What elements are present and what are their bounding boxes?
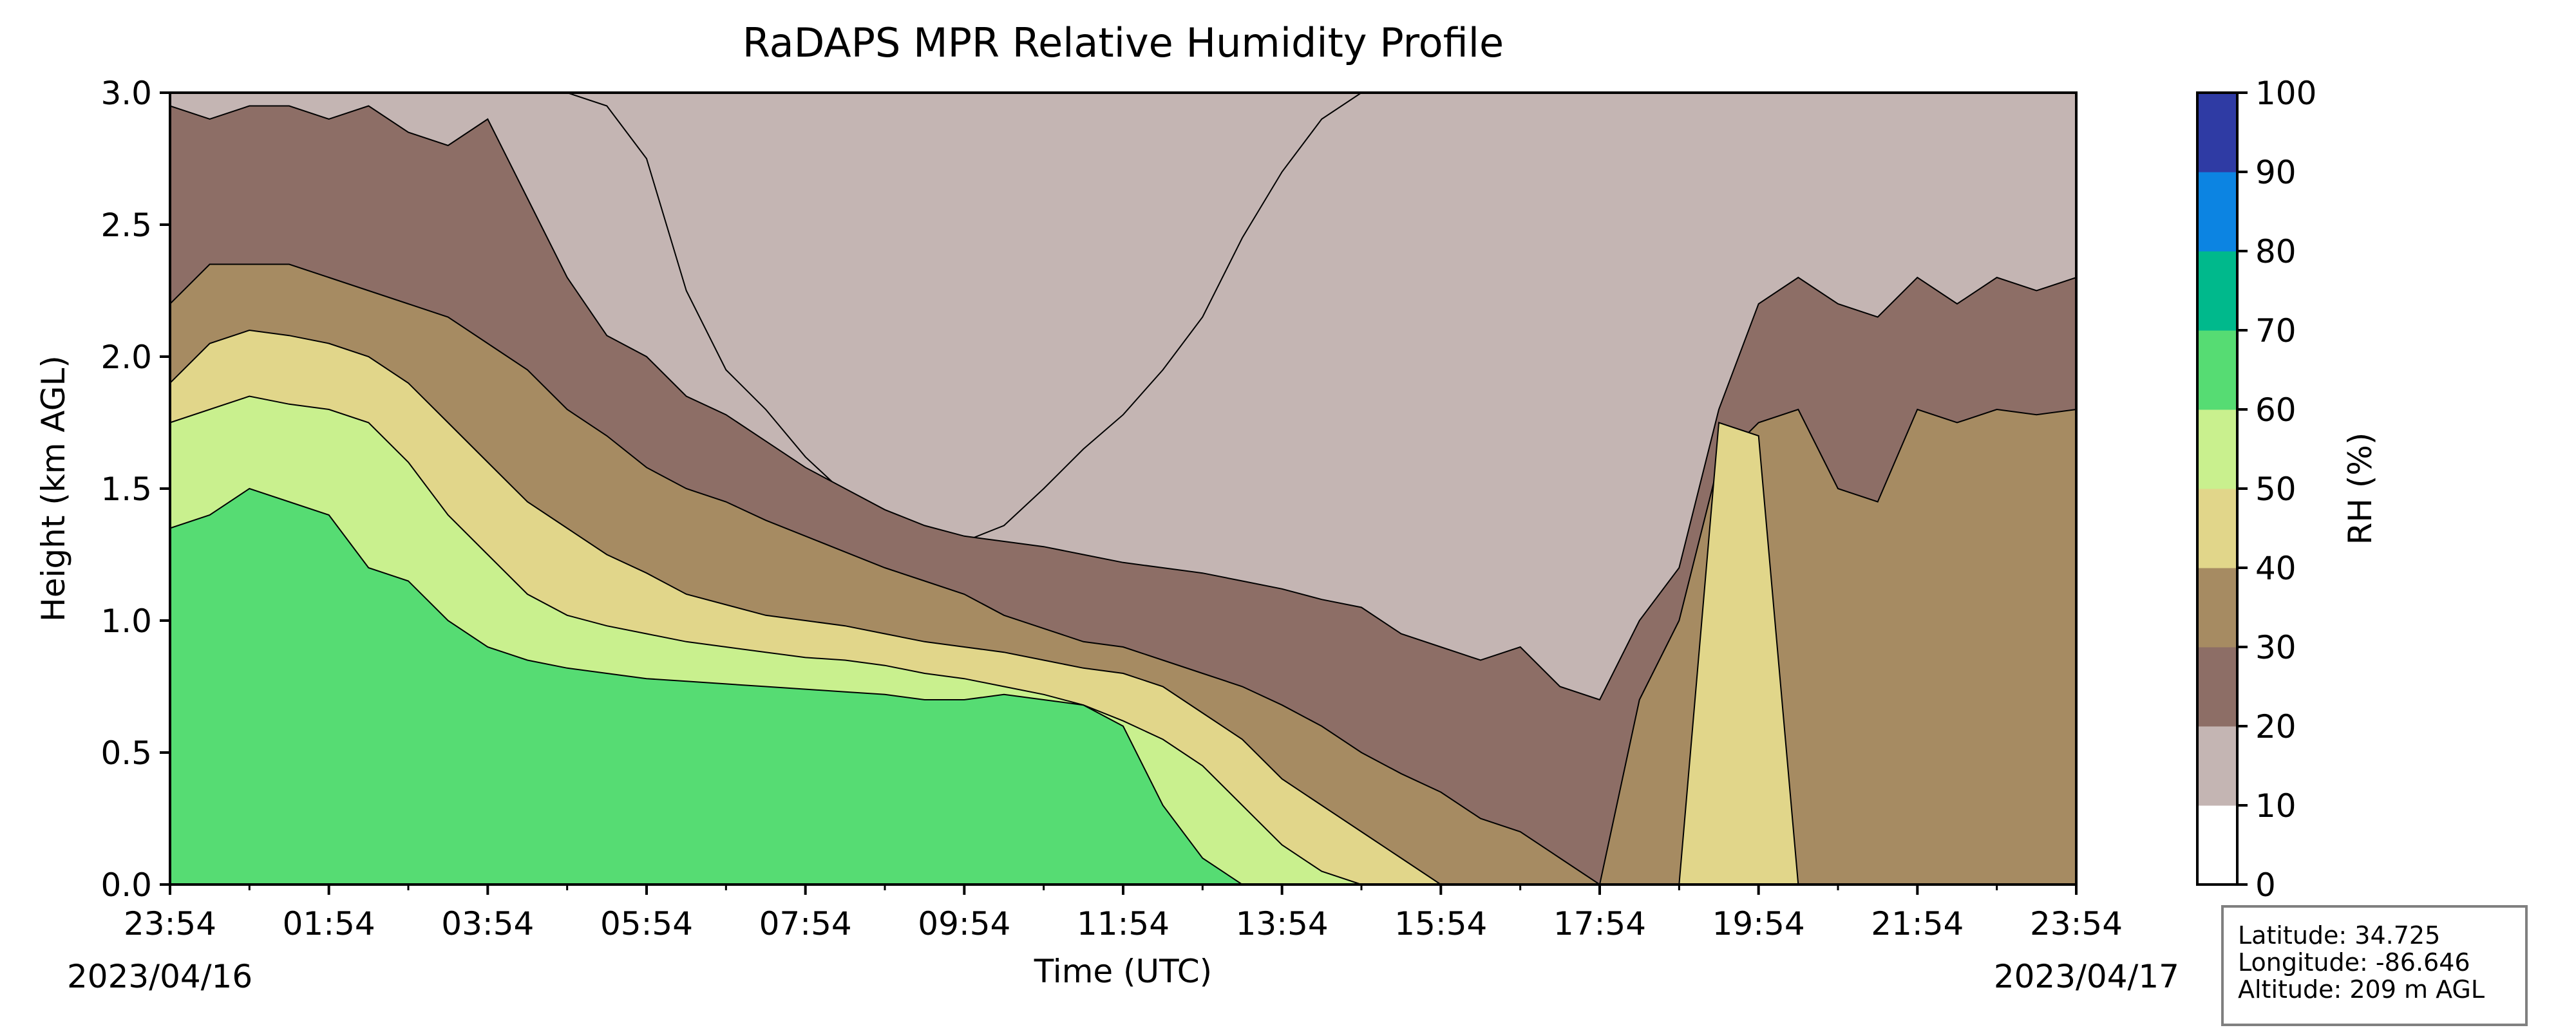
chart-title: RaDAPS MPR Relative Humidity Profile xyxy=(743,19,1504,66)
plot-area xyxy=(169,91,2078,886)
contour-bands xyxy=(169,92,2077,886)
x-axis: 23:54 01:54 03:54 05:54 07:54 09:54 11:54 13:54… xyxy=(124,885,2123,942)
x-tick-label: 03:54 xyxy=(441,905,534,942)
colorbar-segment-70 xyxy=(2197,251,2237,331)
colorbar: 0 10 20 30 40 50 60 70 80 90 100 xyxy=(2196,75,2316,904)
colorbar-tick-label: 20 xyxy=(2255,708,2297,745)
colorbar-segment-20 xyxy=(2197,647,2237,727)
colorbar-segment-90 xyxy=(2197,93,2237,173)
x-tick-label: 21:54 xyxy=(1871,905,1964,942)
x-tick-label: 07:54 xyxy=(759,905,852,942)
colorbar-segment-80 xyxy=(2197,172,2237,252)
colorbar-tick-label: 0 xyxy=(2255,866,2276,904)
colorbar-label: RH (%) xyxy=(2342,433,2379,545)
x-tick-label: 19:54 xyxy=(1712,905,1805,942)
x-tick-label: 23:54 xyxy=(2030,905,2123,942)
y-axis: 0.0 0.5 1.0 1.5 2.0 2.5 3.0 xyxy=(100,75,170,904)
longitude-text: Longitude: -86.646 xyxy=(2238,948,2470,977)
altitude-text: Altitude: 209 m AGL xyxy=(2238,975,2485,1004)
colorbar-tick-label: 40 xyxy=(2255,550,2297,587)
y-tick-label: 1.0 xyxy=(100,603,152,640)
y-tick-label: 0.0 xyxy=(100,866,152,904)
colorbar-segment-40 xyxy=(2197,489,2237,568)
x-tick-label: 15:54 xyxy=(1394,905,1487,942)
y-axis-label: Height (km AGL) xyxy=(35,355,72,622)
y-tick-label: 2.5 xyxy=(100,207,152,244)
colorbar-tick-label: 90 xyxy=(2255,154,2297,191)
colorbar-segment-0 xyxy=(2197,805,2237,885)
colorbar-tick-label: 70 xyxy=(2255,312,2297,350)
colorbar-tick-label: 50 xyxy=(2255,471,2297,508)
y-tick-label: 2.0 xyxy=(100,339,152,376)
x-axis-label: Time (UTC) xyxy=(1034,953,1212,990)
colorbar-segment-30 xyxy=(2197,568,2237,648)
colorbar-tick-label: 80 xyxy=(2255,233,2297,270)
y-tick-label: 1.5 xyxy=(100,471,152,508)
x-tick-label: 09:54 xyxy=(918,905,1010,942)
station-info-box: Latitude: 34.725 Longitude: -86.646 Alti… xyxy=(2221,905,2528,1026)
y-tick-label: 3.0 xyxy=(100,75,152,112)
end-date-label: 2023/04/17 xyxy=(1994,958,2179,995)
x-tick-label: 11:54 xyxy=(1077,905,1170,942)
colorbar-tick-label: 10 xyxy=(2255,787,2297,825)
colorbar-tick-label: 30 xyxy=(2255,629,2297,666)
start-date-label: 2023/04/16 xyxy=(67,958,252,995)
latitude-text: Latitude: 34.725 xyxy=(2238,921,2441,950)
colorbar-segment-10 xyxy=(2197,726,2237,806)
x-tick-label: 13:54 xyxy=(1236,905,1329,942)
x-tick-label: 01:54 xyxy=(283,905,375,942)
x-tick-label: 17:54 xyxy=(1553,905,1646,942)
x-tick-label: 05:54 xyxy=(600,905,693,942)
y-tick-label: 0.5 xyxy=(100,735,152,772)
colorbar-tick-label: 100 xyxy=(2255,75,2316,112)
colorbar-tick-label: 60 xyxy=(2255,391,2297,429)
x-tick-label: 23:54 xyxy=(124,905,216,942)
colorbar-segment-50 xyxy=(2197,409,2237,489)
colorbar-segment-60 xyxy=(2197,330,2237,410)
